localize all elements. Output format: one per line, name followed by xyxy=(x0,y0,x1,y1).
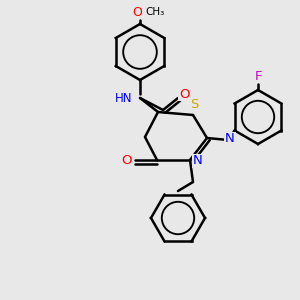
Text: O: O xyxy=(132,5,142,19)
Text: N: N xyxy=(225,133,235,146)
Text: O: O xyxy=(122,154,132,166)
Text: S: S xyxy=(190,98,198,112)
Text: HN: HN xyxy=(115,92,132,104)
Text: O: O xyxy=(179,88,189,100)
Text: F: F xyxy=(254,70,262,83)
Text: N: N xyxy=(193,154,203,167)
Text: CH₃: CH₃ xyxy=(145,7,164,17)
